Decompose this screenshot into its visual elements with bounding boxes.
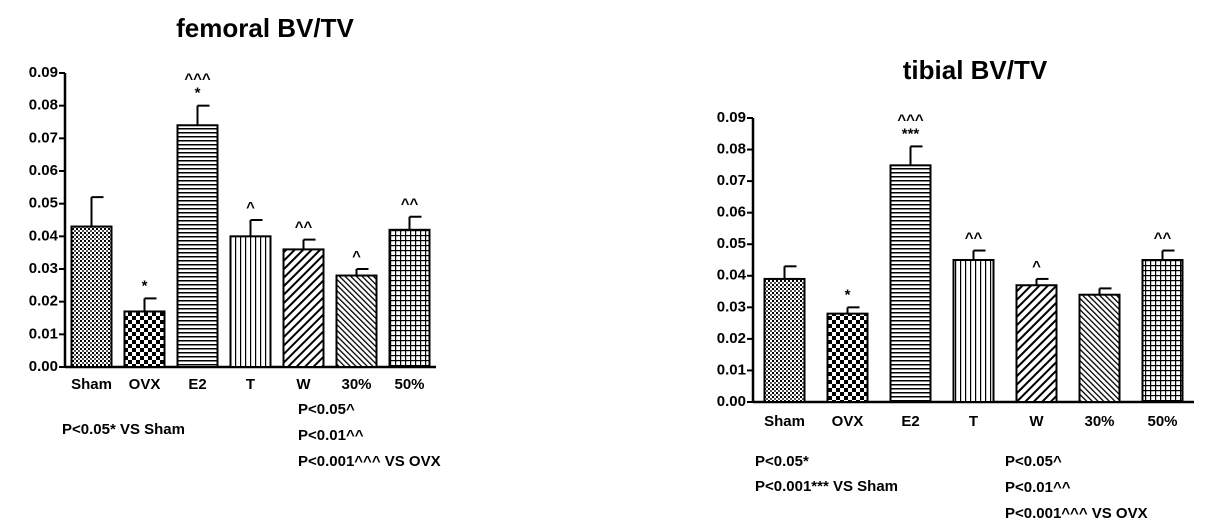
y-tick-label: 0.02: [717, 330, 746, 347]
significance-label: ^^: [295, 219, 313, 236]
y-tick-label: 0.00: [717, 393, 746, 410]
y-tick-label: 0.09: [717, 109, 746, 126]
bar: [1015, 284, 1058, 403]
significance-label: *: [142, 277, 148, 294]
bar: [229, 235, 272, 368]
footnote: P<0.01^^: [298, 427, 364, 444]
footnote: P<0.05^: [1005, 453, 1062, 470]
x-tick-label: 30%: [1084, 413, 1114, 430]
bar: [335, 274, 378, 368]
bar: [123, 310, 166, 369]
chart-title: femoral BV/TV: [176, 13, 354, 43]
significance-label: ^: [246, 199, 255, 216]
x-tick-label: OVX: [832, 413, 864, 430]
footnote: P<0.05* VS Sham: [62, 421, 185, 438]
x-tick-label: Sham: [71, 376, 112, 393]
bar: [1078, 293, 1121, 404]
y-tick-label: 0.05: [29, 195, 58, 212]
footnote: P<0.001^^^ VS OVX: [1005, 505, 1148, 522]
y-tick-label: 0.08: [29, 97, 58, 114]
significance-label: *: [195, 85, 201, 102]
x-tick-label: 50%: [1147, 413, 1177, 430]
significance-label: ^^: [401, 196, 419, 213]
y-tick-label: 0.09: [29, 64, 58, 81]
x-tick-label: 30%: [341, 376, 371, 393]
x-tick-label: E2: [901, 413, 919, 430]
significance-label: ***: [902, 125, 920, 142]
y-tick-label: 0.03: [29, 260, 58, 277]
y-tick-label: 0.02: [29, 293, 58, 310]
y-tick-label: 0.05: [717, 235, 746, 252]
footnote: P<0.001^^^ VS OVX: [298, 453, 441, 470]
y-tick-label: 0.04: [717, 267, 747, 284]
footnote: P<0.01^^: [1005, 479, 1071, 496]
bar: [1141, 259, 1184, 403]
y-tick-label: 0.01: [29, 325, 58, 342]
bar: [763, 277, 806, 403]
bar: [70, 225, 113, 368]
y-tick-label: 0.04: [29, 227, 59, 244]
bar: [826, 312, 869, 403]
x-tick-label: 50%: [394, 376, 424, 393]
significance-label: ^: [352, 248, 361, 265]
significance-label: ^^: [965, 230, 983, 247]
chart-title: tibial BV/TV: [903, 55, 1048, 85]
footnote: P<0.05*: [755, 453, 809, 470]
bar: [952, 259, 995, 403]
x-tick-label: OVX: [129, 376, 161, 393]
x-tick-label: T: [246, 376, 255, 393]
x-tick-label: T: [969, 413, 978, 430]
bar: [388, 228, 431, 368]
y-tick-label: 0.03: [717, 298, 746, 315]
y-tick-label: 0.07: [717, 172, 746, 189]
significance-label: ^^: [1154, 230, 1172, 247]
y-tick-label: 0.06: [29, 162, 58, 179]
significance-label: ^: [1032, 258, 1041, 275]
significance-label: ^^^: [184, 71, 211, 88]
y-tick-label: 0.01: [717, 361, 746, 378]
bar: [176, 124, 219, 369]
y-tick-label: 0.06: [717, 204, 746, 221]
significance-label: *: [845, 286, 851, 303]
x-tick-label: W: [296, 376, 311, 393]
y-tick-label: 0.08: [717, 141, 746, 158]
bar: [889, 164, 932, 403]
y-tick-label: 0.07: [29, 129, 58, 146]
footnote: P<0.001*** VS Sham: [755, 478, 898, 495]
significance-label: ^^^: [897, 111, 924, 128]
x-tick-label: W: [1029, 413, 1044, 430]
x-tick-label: Sham: [764, 413, 805, 430]
bar: [282, 248, 325, 368]
x-tick-label: E2: [188, 376, 206, 393]
footnote: P<0.05^: [298, 401, 355, 418]
y-tick-label: 0.00: [29, 358, 58, 375]
